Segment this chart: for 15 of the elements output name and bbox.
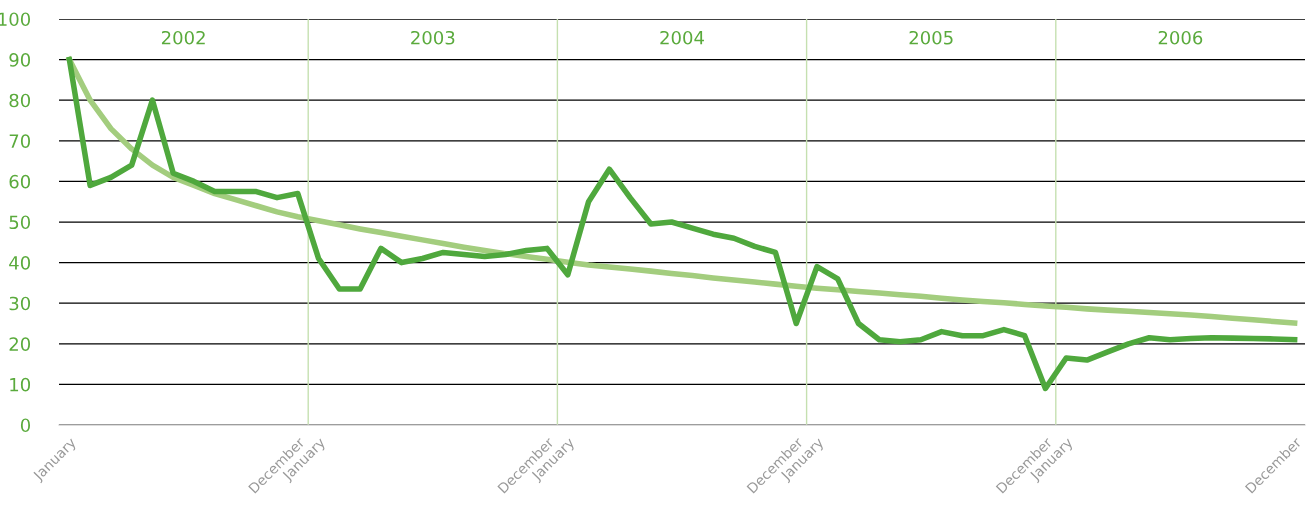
y-tick-label: 20 xyxy=(9,337,31,351)
y-tick-label: 70 xyxy=(9,134,31,148)
y-tick-label: 90 xyxy=(9,53,31,67)
y-tick-label: 80 xyxy=(9,93,31,108)
y-tick-label: 0 xyxy=(20,418,31,433)
y-tick-label: 40 xyxy=(9,256,31,270)
annotation: 2003 xyxy=(411,30,455,45)
annotation: 2002 xyxy=(161,30,205,45)
y-tick-label: 30 xyxy=(9,296,31,311)
annotation: 2006 xyxy=(1158,30,1203,45)
y-tick-label: 60 xyxy=(9,174,31,189)
annotation: 2004 xyxy=(660,30,704,45)
y-tick-label: 10 xyxy=(10,377,31,392)
annotation: 2005 xyxy=(909,30,953,45)
y-tick-label: 50 xyxy=(9,215,31,230)
